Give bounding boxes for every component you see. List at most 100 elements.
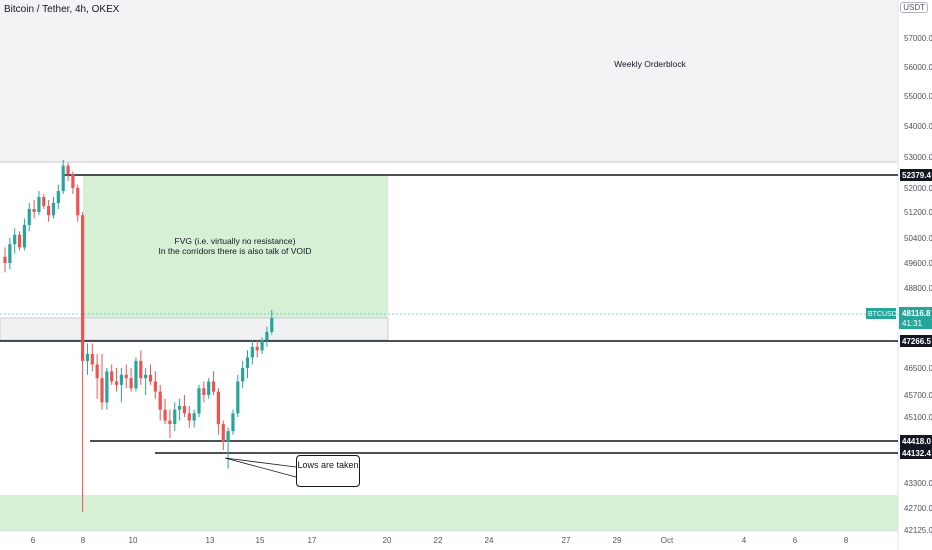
y-tick-label: 49600.0 [904, 259, 932, 268]
candle-body[interactable] [226, 431, 230, 442]
x-tick-label: 15 [256, 536, 265, 545]
candle-body[interactable] [56, 191, 60, 203]
candle-body[interactable] [182, 406, 187, 414]
y-tick-label: 53000.0 [904, 153, 932, 162]
countdown-label: 41:31 [902, 319, 923, 328]
candle-body[interactable] [202, 388, 206, 395]
candle-body[interactable] [47, 206, 51, 216]
candle-body[interactable] [66, 165, 70, 175]
candle-body[interactable] [153, 381, 157, 392]
y-tick-label: 52000.0 [904, 184, 932, 193]
candle-body[interactable] [173, 409, 177, 425]
y-tick-label: 42700.0 [904, 504, 932, 513]
x-tick-label: 17 [308, 536, 317, 545]
candle-body[interactable] [250, 346, 254, 358]
candle-body[interactable] [134, 360, 138, 389]
callout-pointer [224, 457, 297, 478]
candle-body[interactable] [17, 234, 22, 248]
y-tick-label: 56000.0 [904, 63, 932, 72]
candle-body[interactable] [42, 197, 46, 206]
x-tick-label: 27 [562, 536, 571, 545]
candle-body[interactable] [148, 374, 153, 382]
candle-body[interactable] [197, 388, 201, 414]
candle-body[interactable] [8, 244, 12, 263]
y-tick-label: 46500.0 [904, 364, 932, 373]
x-tick-label: 10 [129, 536, 138, 545]
candle-body[interactable] [32, 209, 36, 212]
candle-body[interactable] [187, 413, 191, 421]
symbol-tag [866, 308, 896, 319]
void-corridor-zone [0, 317, 389, 341]
candle-body[interactable] [255, 346, 259, 351]
candle-body[interactable] [105, 371, 109, 403]
fvg-label-line1: FVG (i.e. virtually no resistance) [174, 236, 296, 246]
candle-body[interactable] [27, 209, 31, 225]
y-tick-label: 48800.0 [904, 284, 932, 293]
last-price-label: 48116.8 [902, 309, 931, 318]
x-tick-label: 8 [844, 536, 849, 545]
candle-body[interactable] [207, 381, 211, 396]
candle-body[interactable] [3, 256, 7, 263]
x-tick-label: 22 [434, 536, 443, 545]
y-tick-label: 54000.0 [904, 122, 932, 131]
candle-body[interactable] [114, 381, 119, 385]
chart-title: Bitcoin / Tether, 4h, OKEX [4, 4, 120, 15]
symbol-label: BTCUSDT [868, 311, 902, 318]
candle-body[interactable] [13, 234, 17, 245]
candle-body[interactable] [85, 353, 90, 361]
price-level-tag [900, 435, 932, 447]
price-level-label: 44418.0 [902, 437, 931, 446]
price-level-tag [900, 447, 932, 459]
x-tick-label: 29 [613, 536, 622, 545]
x-tick-label: 24 [485, 536, 494, 545]
candle-body[interactable] [265, 331, 269, 341]
candle-body[interactable] [61, 165, 65, 191]
y-tick-label: 57000.0 [904, 34, 932, 43]
candle-body[interactable] [110, 371, 114, 382]
candle-body[interactable] [90, 353, 94, 365]
x-tick-label: 13 [206, 536, 215, 545]
candle-body[interactable] [211, 381, 216, 392]
candle-body[interactable] [22, 225, 26, 248]
candle-body[interactable] [241, 368, 245, 382]
candle-body[interactable] [236, 381, 240, 414]
price-level-label: 52379.4 [902, 171, 931, 180]
candle-body[interactable] [129, 378, 133, 389]
candle-body[interactable] [76, 188, 80, 216]
candle-body[interactable] [100, 378, 104, 403]
candle-body[interactable] [168, 420, 172, 425]
x-tick-label: 8 [81, 536, 86, 545]
candle-body[interactable] [158, 391, 162, 410]
candle-body[interactable] [81, 215, 85, 361]
last-price-tag [899, 307, 932, 329]
orderblock-label: Weekly Orderblock [614, 59, 686, 69]
currency-unit-button[interactable]: USDT [900, 2, 928, 13]
candle-body[interactable] [270, 317, 274, 332]
candle-body[interactable] [192, 413, 196, 421]
candle-body[interactable] [231, 413, 235, 432]
candle-body[interactable] [260, 340, 264, 351]
candle-body[interactable] [95, 364, 99, 379]
fvg-label-line2: In the corridors there is also talk of V… [158, 246, 312, 256]
candle-body[interactable] [51, 203, 56, 216]
candle-body[interactable] [37, 197, 41, 212]
lower-demand-zone [0, 495, 898, 531]
weekly-orderblock-zone [0, 0, 898, 162]
candle-body[interactable] [221, 424, 225, 442]
candle-body[interactable] [245, 357, 250, 368]
x-tick-label: 6 [793, 536, 798, 545]
candle-body[interactable] [178, 406, 182, 410]
candle-body[interactable] [163, 409, 167, 421]
candle-body[interactable] [124, 374, 128, 379]
callout-pointer [224, 457, 297, 468]
candle-body[interactable] [216, 391, 220, 425]
candle-body[interactable] [139, 360, 143, 379]
candle-body[interactable] [71, 174, 75, 188]
y-tick-label: 55000.0 [904, 92, 932, 101]
candle-body[interactable] [119, 374, 123, 385]
candle-body[interactable] [144, 374, 148, 379]
lows-callout[interactable]: Lows are taken [296, 455, 360, 487]
price-level-label: 47266.5 [902, 337, 931, 346]
